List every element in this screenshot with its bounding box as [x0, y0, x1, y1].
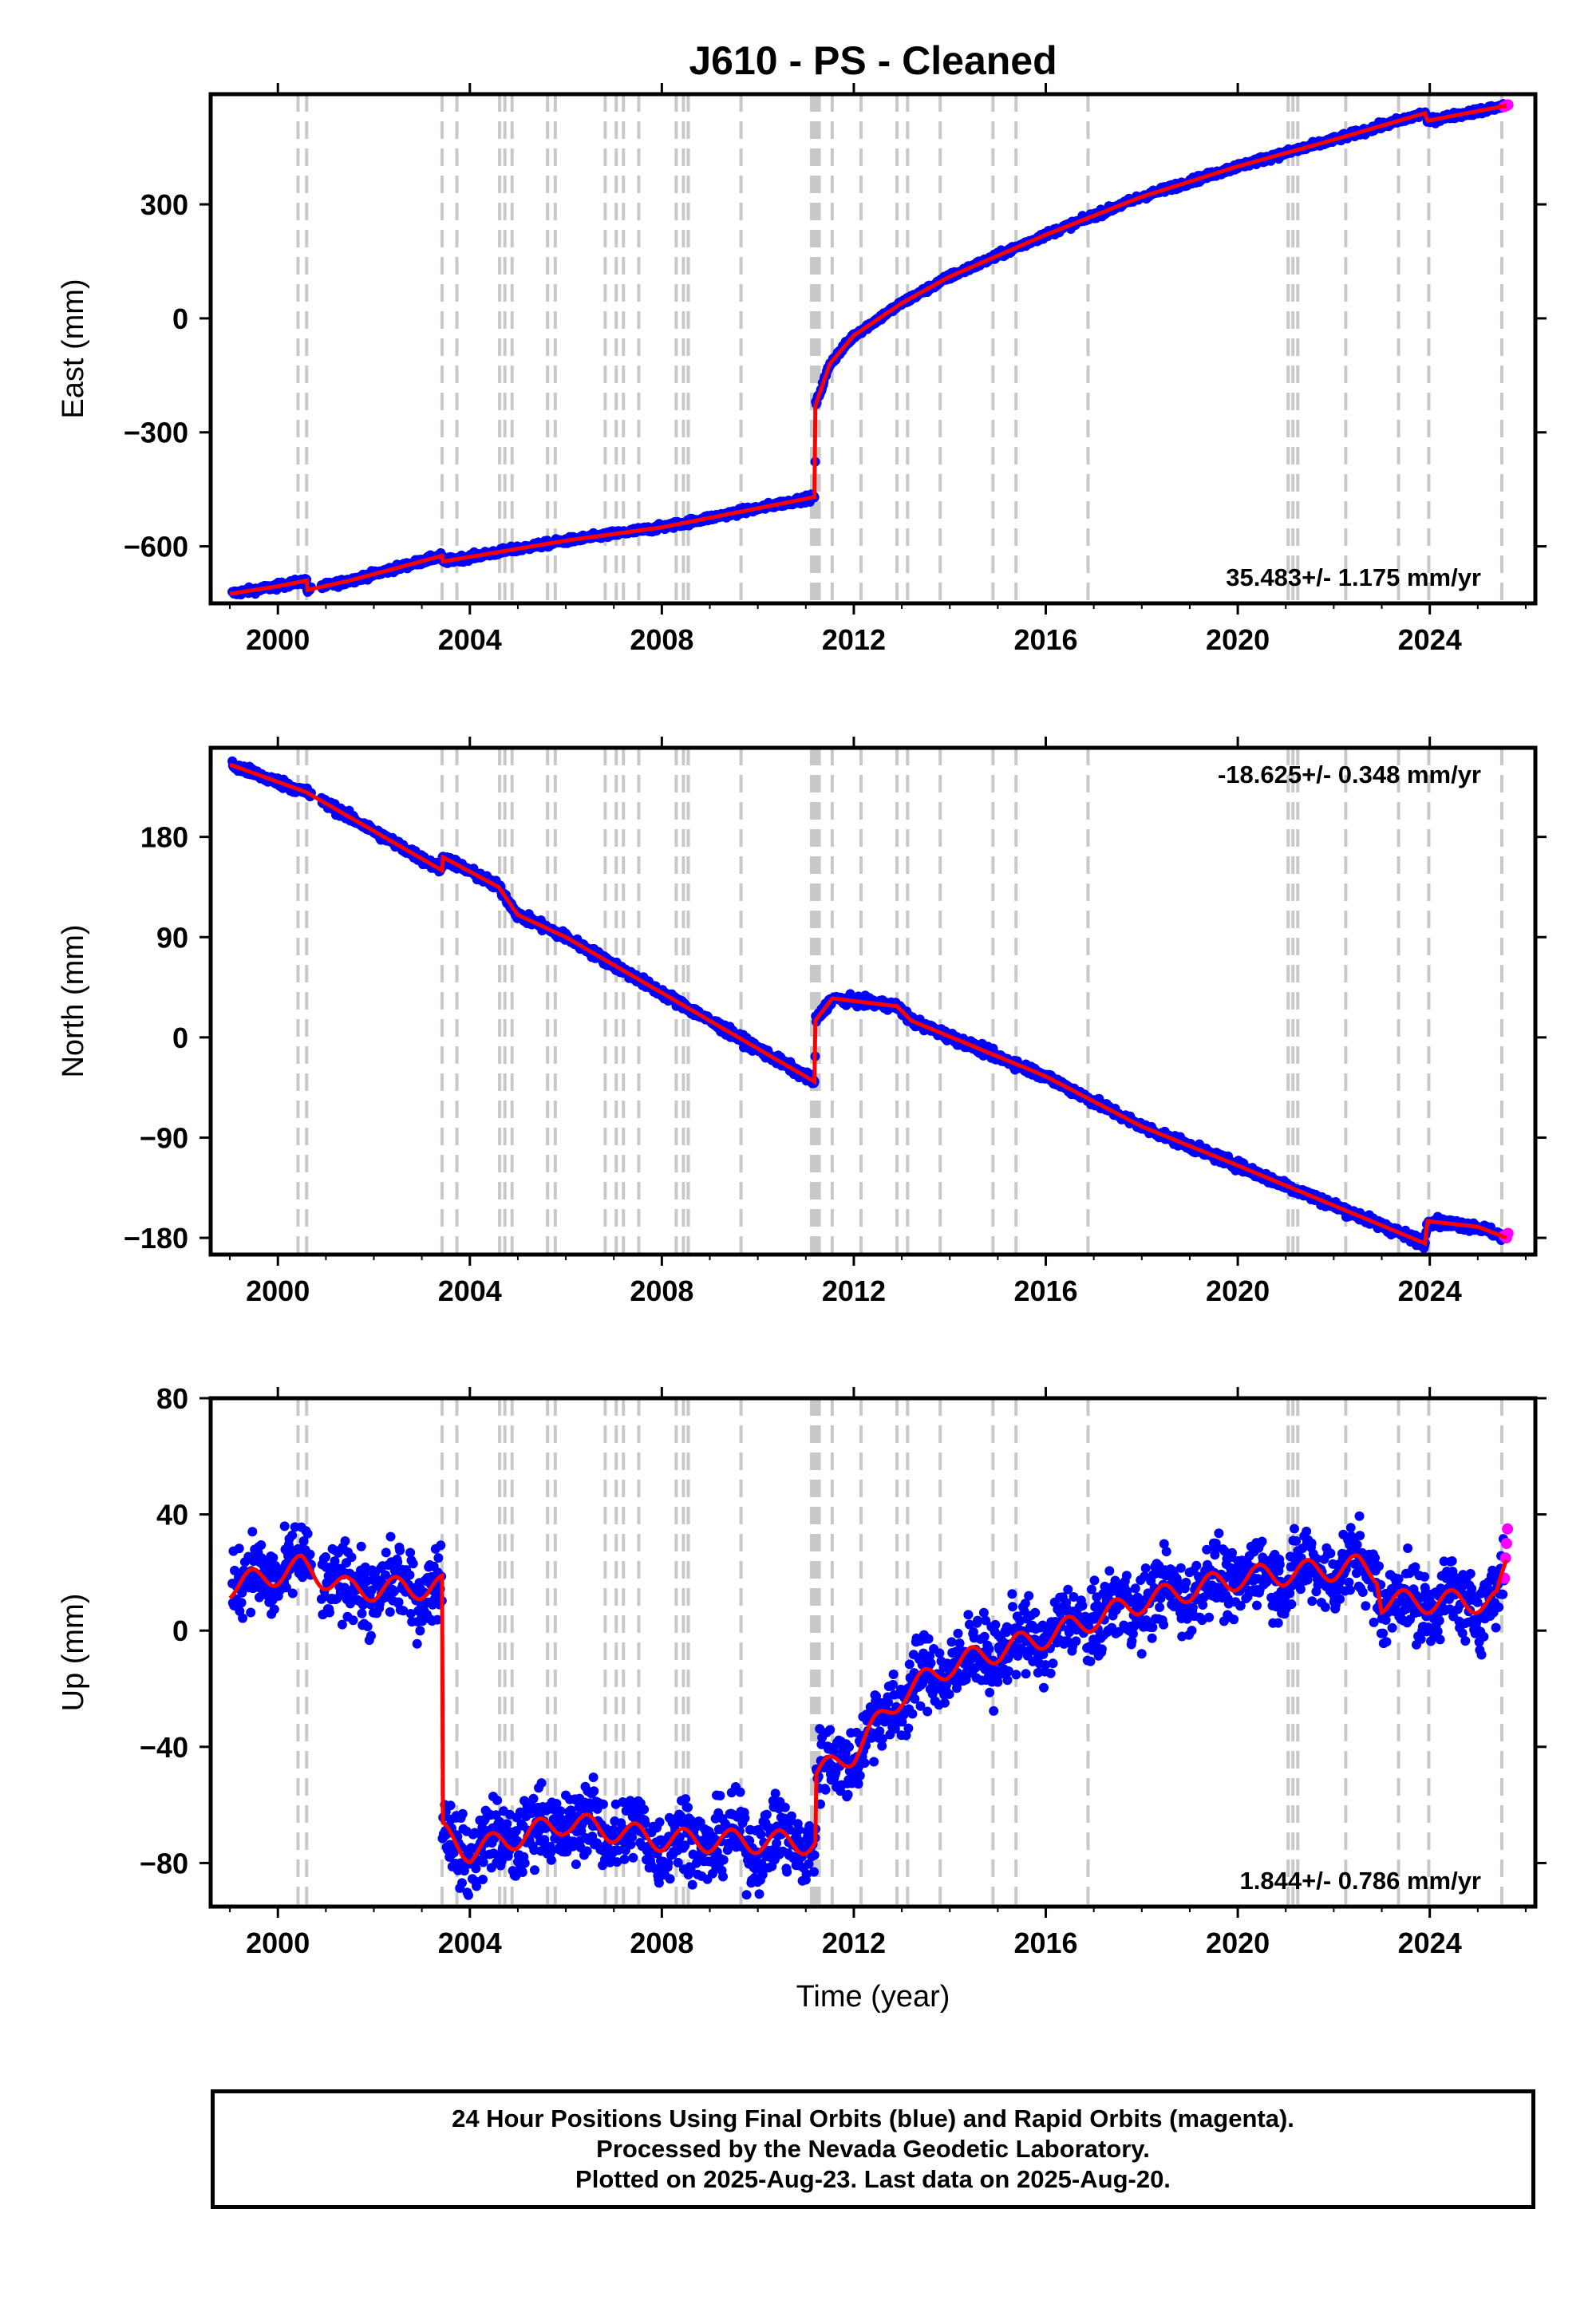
up-panel: 2000 2004 2008 2012 2016 2020 2024−80−4004080U…: [57, 1382, 1547, 1959]
position-point: [279, 1521, 290, 1531]
y-tick-label: 180: [140, 821, 188, 854]
x-tick-label: 2000: [246, 623, 310, 656]
x-tick-label: 2008: [630, 1275, 693, 1307]
position-point: [433, 1553, 444, 1563]
north-panel: 2000 2004 2008 2012 2016 2020 2024 −180 −90 0 90 18…: [57, 737, 1547, 1307]
y-tick-label: −600: [124, 531, 188, 563]
position-point: [238, 1613, 248, 1623]
y-tick-label: 300: [140, 188, 188, 221]
x-tick-label: 2016: [1013, 623, 1077, 656]
x-axis-title: Time (year): [796, 1980, 950, 2014]
x-tick-label: 2000: [246, 1275, 310, 1307]
position-point: [246, 1607, 256, 1618]
position-point: [287, 1588, 298, 1599]
y-tick-label: −90: [140, 1121, 188, 1154]
position-point: [412, 1638, 422, 1649]
position-point: [340, 1536, 350, 1546]
position-point: [362, 1622, 373, 1631]
x-tick-label: 2008: [630, 623, 693, 656]
east-velocity-label: 35.483+/- 1.175 mm/yr: [1226, 563, 1481, 591]
position-point: [287, 1530, 298, 1540]
x-tick-label: 2024: [1398, 1275, 1462, 1307]
east-final-orbit-points: [227, 99, 1509, 600]
y-tick-label: −180: [124, 1222, 188, 1255]
position-point: [366, 1630, 376, 1641]
north-velocity-label: -18.625+/- 0.348 mm/yr: [1218, 761, 1481, 788]
x-tick-label: 2004: [438, 623, 502, 656]
east-equipment-step-lines: [296, 94, 1503, 603]
x-tick-label: 2024: [1398, 623, 1462, 656]
north-model-fit-line: [229, 762, 1507, 1247]
position-point: [385, 1607, 395, 1617]
chart-title: J610 - PS - Cleaned: [689, 38, 1057, 83]
position-point: [436, 1540, 446, 1551]
position-point: [346, 1552, 357, 1563]
east-model-fit-line: [229, 103, 1507, 596]
position-point: [381, 1547, 391, 1558]
east-y-axis-title: East (mm): [57, 279, 90, 418]
x-tick-label: 2020: [1206, 1275, 1270, 1307]
position-point: [325, 1607, 334, 1618]
y-tick-label: 90: [156, 921, 188, 954]
position-point: [236, 1598, 247, 1608]
x-tick-label: 2004: [438, 1275, 502, 1307]
position-point: [302, 1528, 313, 1539]
y-tick-label: 0: [172, 1022, 188, 1054]
x-tick-label: 2016: [1013, 1275, 1077, 1307]
y-tick-label: −300: [124, 417, 188, 449]
x-tick-label: 2020: [1206, 623, 1270, 656]
position-point: [348, 1615, 358, 1626]
position-point: [385, 1531, 396, 1542]
position-point: [405, 1570, 415, 1580]
position-point: [234, 1543, 244, 1554]
position-point: [321, 1552, 330, 1562]
position-point: [269, 1604, 279, 1614]
position-point: [247, 1527, 258, 1537]
east-plot-frame: [208, 92, 1538, 606]
east-panel: 2000 2004 2008 2012 2016 2020 2024 −600 −300 0 300…: [57, 83, 1547, 656]
position-point: [395, 1545, 405, 1555]
position-point: [356, 1541, 366, 1551]
north-y-axis-title: North (mm): [57, 924, 90, 1077]
position-point: [305, 1549, 315, 1559]
position-point: [408, 1559, 418, 1569]
x-tick-label: 2012: [822, 623, 886, 656]
position-point: [337, 1619, 347, 1630]
position-point: [415, 1626, 425, 1636]
y-tick-label: 0: [172, 302, 188, 335]
position-point: [268, 1552, 279, 1563]
position-point: [256, 1540, 267, 1550]
x-tick-label: 2012: [822, 1275, 886, 1307]
position-point: [357, 1608, 367, 1618]
